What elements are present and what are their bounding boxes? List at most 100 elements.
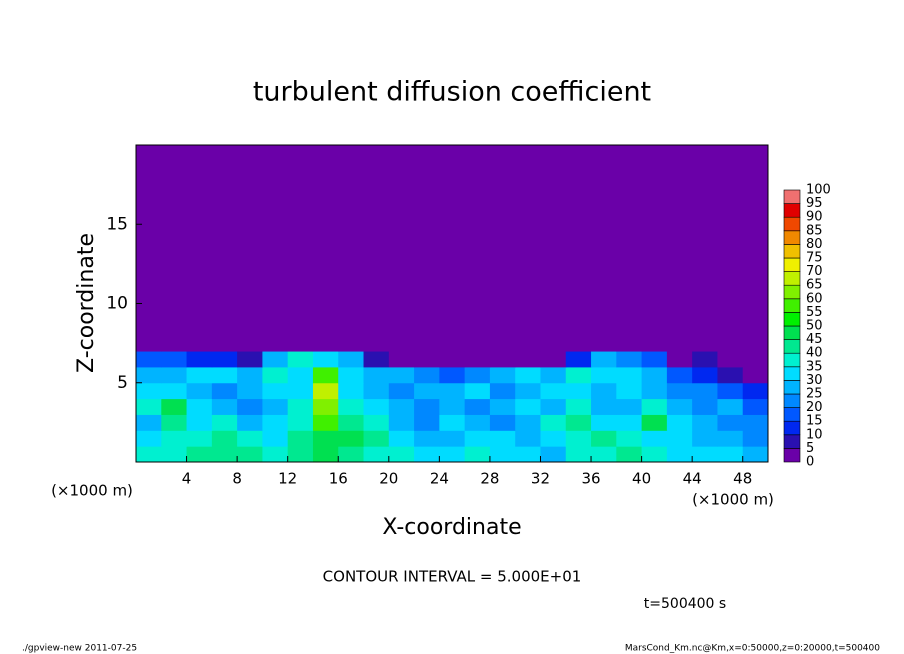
heatmap-cell [287,366,314,384]
colorbar-label: 90 [806,210,823,225]
colorbar-box [783,189,801,204]
x-axis-label: X-coordinate [382,515,521,540]
heatmap-cell [540,446,567,463]
heatmap-cell [237,398,263,415]
heatmap-cell [363,430,390,447]
heatmap-cell [540,351,567,368]
colorbar-label: 25 [806,387,823,402]
heatmap-cell [211,398,238,415]
heatmap-cell [287,398,314,415]
colorbar-box [783,448,801,463]
heatmap-cell [565,366,592,384]
heatmap-cell [616,382,643,400]
heatmap-cell [616,145,643,352]
heatmap-cell [439,446,466,463]
heatmap-cell [161,382,188,400]
heatmap-cell [161,430,188,447]
heatmap-cell [439,430,466,447]
heatmap-cell [161,366,188,384]
heatmap-cell [136,414,162,431]
colorbar-box [783,420,801,436]
colorbar-box [783,366,801,381]
heatmap-cell [666,446,693,463]
colorbar-label: 0 [806,455,814,470]
heatmap-cell [666,351,693,368]
colorbar-label: 75 [806,251,823,266]
heatmap-cell [717,414,744,431]
heatmap-cell [161,446,188,463]
heatmap-cell [591,398,617,415]
heatmap-cell [211,446,238,463]
heatmap-cell [565,414,592,431]
heatmap-cell [338,398,365,415]
y-tick-label: 5 [117,373,128,393]
heatmap-cell [186,382,213,400]
colorbar-label: 55 [806,305,823,320]
heatmap-cell [616,414,643,431]
colorbar-box [783,244,801,259]
heatmap-cell [262,366,289,384]
heatmap-cell [692,430,718,447]
heatmap-cell [262,351,289,368]
heatmap-cell [692,351,718,368]
heatmap-cell [338,446,365,463]
contour-interval: CONTOUR INTERVAL = 5.000E+01 [323,568,582,586]
heatmap-cell [717,382,744,400]
heatmap-cell [262,398,289,415]
heatmap-cell [717,351,744,368]
heatmap-cell [136,366,162,384]
heatmap-cell [616,398,643,415]
heatmap-cell [211,351,238,368]
heatmap-cell [262,446,289,463]
heatmap-cell [211,145,238,352]
heatmap-cell [136,382,162,400]
heatmap-cell [489,414,516,431]
colorbar-box [783,203,801,218]
x-tick-label: 16 [329,470,348,488]
heatmap-cell [464,351,491,368]
colorbar-box [783,271,801,286]
heatmap-cell [211,414,238,431]
heatmap-cell [540,398,567,415]
heatmap-cell [312,430,339,447]
colorbar-box [783,298,801,313]
heatmap-cell [312,366,339,384]
heatmap-cell [186,414,213,431]
heatmap-cell [388,446,415,463]
heatmap-cell [287,446,314,463]
x-tick-label: 28 [480,470,499,488]
colorbar-box [783,216,801,232]
heatmap-cell [464,446,491,463]
heatmap-cell [414,398,440,415]
heatmap-cell [312,398,339,415]
heatmap-cell [591,382,617,400]
heatmap-cell [211,430,238,447]
heatmap-cell [414,430,440,447]
heatmap-cell [540,382,567,400]
heatmap-cell [363,382,390,400]
heatmap-cell [338,382,365,400]
heatmap-cell [565,398,592,415]
heatmap-cell [312,145,339,352]
heatmap-cell [641,382,668,400]
y-unit: (×1000 m) [51,482,133,500]
heatmap-cell [211,366,238,384]
colorbar-box [783,230,801,245]
y-tick-label: 10 [106,294,128,314]
heatmap-cell [565,351,592,368]
heatmap-cell [312,414,339,431]
heatmap-cell [717,366,744,384]
colorbar-box [783,393,801,408]
x-tick-label: 24 [430,470,449,488]
heatmap-cell [489,366,516,384]
heatmap-cell [641,398,668,415]
x-tick-label: 48 [733,470,752,488]
heatmap-cell [439,414,466,431]
colorbar-label: 45 [806,332,823,347]
heatmap-cell [717,145,744,352]
heatmap-cell [388,351,415,368]
heatmap-cell [464,398,491,415]
heatmap-cell [666,366,693,384]
heatmap-cell [363,366,390,384]
heatmap-cell [439,145,466,352]
